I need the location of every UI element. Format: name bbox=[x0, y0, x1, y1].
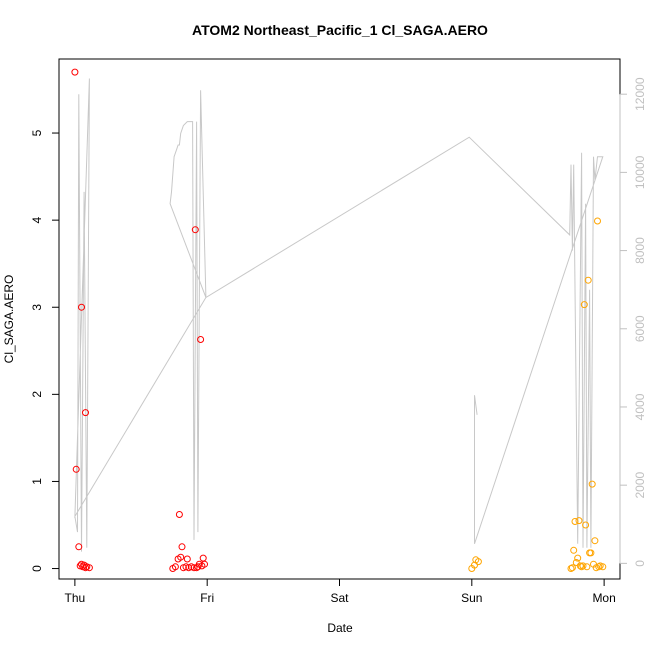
data-point-red bbox=[191, 226, 199, 234]
data-point-orange bbox=[576, 562, 584, 570]
x-axis: Thu Fri Sat Sun Mon bbox=[65, 578, 616, 605]
data-point-orange bbox=[575, 517, 583, 525]
data-point-orange bbox=[591, 537, 599, 545]
data-point-red bbox=[82, 564, 89, 572]
data-point-orange bbox=[580, 301, 588, 309]
y-axis-label: Cl_SAGA.AERO bbox=[2, 275, 16, 364]
data-point-red bbox=[178, 543, 186, 551]
altitude-line bbox=[74, 78, 604, 552]
data-point-orange bbox=[599, 563, 607, 571]
data-point-orange bbox=[582, 521, 590, 529]
data-point-red bbox=[177, 553, 185, 561]
x-axis-label: Date bbox=[327, 621, 353, 635]
data-point-orange bbox=[588, 480, 596, 488]
x-tick-label: Fri bbox=[200, 591, 214, 605]
x-tick-label: Mon bbox=[592, 591, 615, 605]
y2-tick-label: 12000 bbox=[633, 77, 647, 111]
data-point-red bbox=[85, 564, 93, 572]
y2-tick-label: 4000 bbox=[633, 393, 647, 420]
y-tick-label: 0 bbox=[30, 565, 44, 572]
data-point-orange bbox=[474, 558, 482, 566]
data-point-orange bbox=[587, 549, 595, 557]
y-tick-label: 4 bbox=[30, 216, 44, 223]
data-point-red bbox=[75, 543, 83, 551]
data-point-red bbox=[190, 564, 198, 572]
y-axis-right: 0 2000 4000 6000 8000 10000 12000 bbox=[619, 77, 647, 567]
x-tick-label: Thu bbox=[65, 591, 86, 605]
y2-tick-label: 8000 bbox=[633, 237, 647, 264]
data-point-red bbox=[171, 563, 179, 571]
data-point-orange bbox=[572, 559, 580, 566]
data-point-red bbox=[72, 465, 80, 473]
y-tick-label: 1 bbox=[30, 478, 44, 485]
data-point-orange bbox=[584, 276, 592, 284]
data-point-orange bbox=[568, 564, 576, 572]
data-point-orange bbox=[579, 562, 587, 570]
y2-tick-label: 10000 bbox=[633, 155, 647, 189]
data-point-red bbox=[175, 511, 183, 518]
y2-tick-label: 0 bbox=[633, 560, 647, 567]
y2-tick-label: 6000 bbox=[633, 315, 647, 342]
data-point-orange bbox=[595, 563, 603, 571]
data-point-orange bbox=[583, 563, 591, 571]
data-point-red bbox=[71, 68, 79, 76]
chart-title: ATOM2 Northeast_Pacific_1 Cl_SAGA.AERO bbox=[192, 22, 488, 38]
data-point-orange bbox=[574, 554, 582, 562]
y-tick-label: 5 bbox=[30, 129, 44, 136]
data-point-red bbox=[183, 555, 191, 563]
data-point-red bbox=[82, 409, 89, 417]
data-point-red bbox=[201, 560, 208, 568]
x-tick-label: Sun bbox=[461, 591, 482, 605]
altitude-line-layer bbox=[74, 78, 604, 552]
points-layer bbox=[71, 68, 607, 572]
x-tick-label: Sat bbox=[330, 591, 349, 605]
data-point-orange bbox=[578, 563, 586, 571]
data-point-red bbox=[197, 336, 205, 343]
data-point-orange bbox=[594, 217, 601, 225]
data-point-red bbox=[78, 303, 85, 311]
data-point-orange bbox=[571, 518, 579, 525]
y2-tick-label: 2000 bbox=[633, 471, 647, 498]
data-point-orange bbox=[570, 546, 578, 554]
y-axis-left: 0 1 2 3 4 5 bbox=[30, 129, 60, 572]
y-tick-label: 3 bbox=[30, 304, 44, 311]
y-tick-label: 2 bbox=[30, 391, 44, 398]
data-point-orange bbox=[567, 565, 575, 572]
